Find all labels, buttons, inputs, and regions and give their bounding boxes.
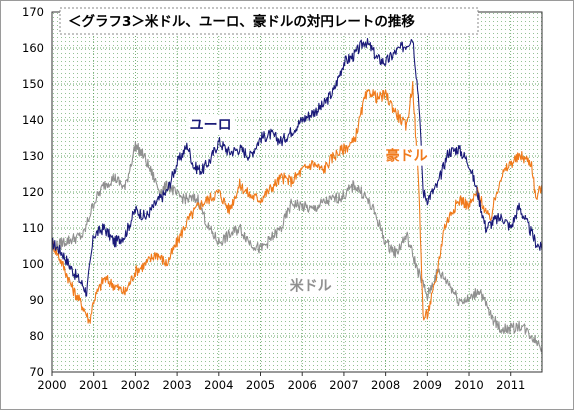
series-label: ユーロ (190, 118, 232, 134)
x-tick-label: 2006 (288, 378, 317, 392)
x-tick-label: 2009 (413, 378, 442, 392)
x-tick-label: 2002 (121, 378, 150, 392)
x-tick-label: 2008 (371, 378, 400, 392)
series-label: 米ドル (290, 278, 332, 295)
y-tick-label: 130 (22, 149, 44, 163)
x-tick-label: 2001 (79, 378, 108, 392)
series-label-bg (286, 275, 335, 296)
y-tick-label: 140 (22, 113, 44, 127)
x-tick-label: 2011 (496, 378, 525, 392)
x-tick-label: 2010 (454, 378, 483, 392)
x-tick-label: 2000 (37, 378, 66, 392)
y-tick-label: 160 (22, 41, 44, 55)
y-tick-label: 100 (22, 257, 44, 271)
series-label-bg (186, 114, 235, 135)
x-tick-label: 2005 (246, 378, 275, 392)
y-tick-label: 170 (22, 5, 44, 19)
chart-title-box: ＜グラフ3＞米ドル、ユーロ、豪ドルの対円レートの推移 (59, 7, 479, 35)
series-label: 豪ドル (386, 148, 428, 165)
plot-area (52, 12, 542, 372)
series-line-0 (51, 37, 543, 297)
y-axis-ticks: 70 80 90 100 110 120 130 140 150 160 170 (22, 5, 44, 379)
y-tick-label: 70 (29, 365, 44, 379)
series-line-1 (51, 81, 543, 324)
x-tick-label: 2003 (162, 378, 191, 392)
y-tick-label: 110 (22, 221, 44, 235)
y-tick-label: 90 (29, 293, 44, 307)
y-tick-label: 150 (22, 77, 44, 91)
series-label-bg (382, 145, 431, 166)
x-axis-ticks: 2000 2001 2002 2003 2004 2005 2006 2007 2008 2009… (37, 372, 525, 392)
series-line-2 (51, 141, 543, 353)
x-tick-label: 2004 (204, 378, 233, 392)
x-tick-label: 2007 (329, 378, 358, 392)
y-tick-label: 80 (29, 329, 44, 343)
chart-title: ＜グラフ3＞米ドル、ユーロ、豪ドルの対円レートの推移 (68, 13, 415, 30)
series-lines (51, 37, 543, 353)
y-tick-label: 120 (22, 185, 44, 199)
